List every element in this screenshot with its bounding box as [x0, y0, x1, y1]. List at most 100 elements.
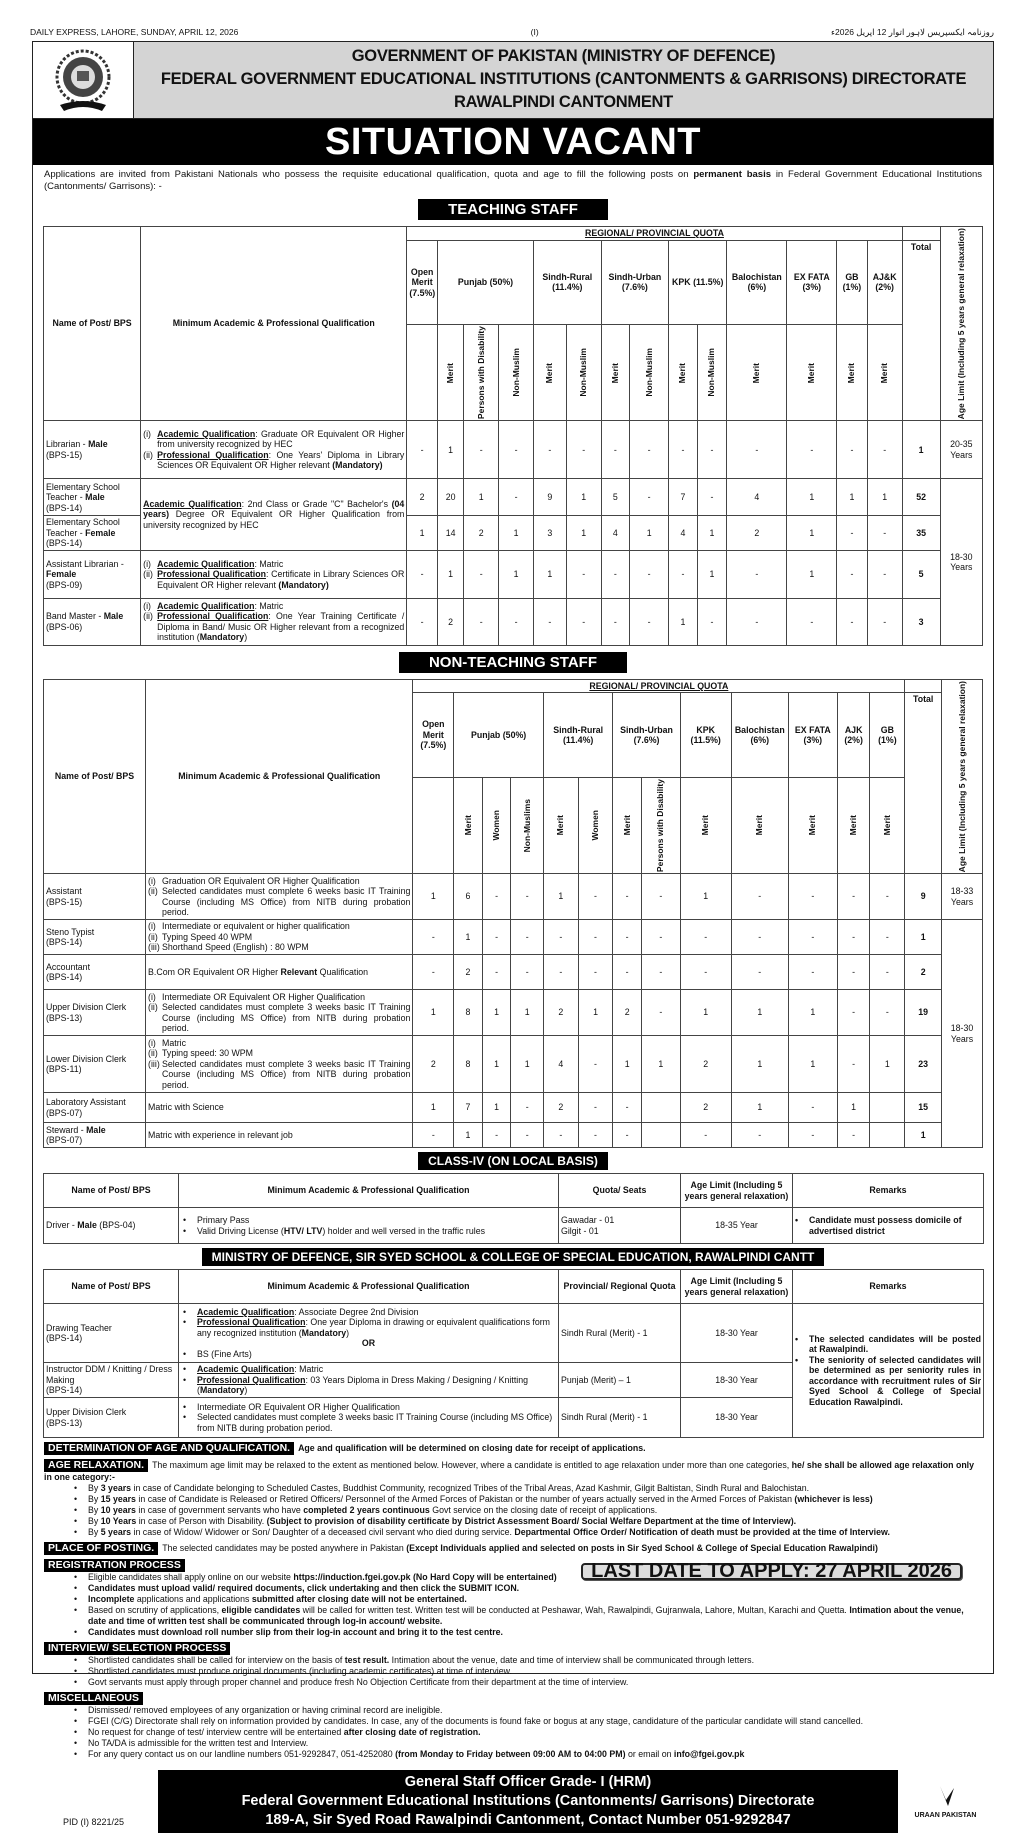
quota-value: -: [412, 1122, 455, 1149]
item-text: Shortlisted candidates must produce orig…: [88, 1666, 982, 1677]
column-header: Age Limit (Including 5 years general rel…: [680, 1173, 793, 1209]
quota-value: -: [577, 919, 614, 956]
bullet-item: • Dismissed/ removed employees of any org…: [44, 1705, 982, 1716]
item-text: Graduation OR Equivalent OR Higher Quali…: [162, 876, 410, 887]
text-segment: Selected candidates must complete 6 week…: [162, 886, 411, 918]
bullet-item: • Selected candidates must complete 3 wee…: [181, 1412, 556, 1433]
post-name: Upper Division Clerk: [46, 1002, 127, 1013]
quota-value: 2: [453, 954, 483, 991]
note-section: MISCELLANEOUS • Dismissed/ removed employe…: [44, 1692, 982, 1760]
remark-text: The selected candidates will be posted a…: [809, 1333, 981, 1355]
bullet-icon: •: [74, 1655, 78, 1666]
text-segment: : Graduate OR Equivalent OR Higher from …: [157, 428, 405, 450]
post-bps: (BPS-14): [46, 1333, 83, 1344]
text-segment: (Mandatory): [278, 579, 329, 590]
post-name-cell: Elementary School Teacher - Female (BPS-1…: [42, 515, 142, 551]
text-segment: submitted after closing date will not be…: [251, 1594, 467, 1605]
table-row: Librarian - Male (BPS-15) (i) Academic Qual…: [42, 420, 984, 480]
item-text: Selected candidates must complete 3 week…: [162, 1002, 410, 1034]
post-gender: Female: [46, 569, 77, 580]
item-number: (ii): [148, 931, 158, 942]
quota-value: -: [612, 1122, 642, 1149]
quota-value: 1: [696, 515, 728, 551]
text-segment: 5 years: [100, 1527, 132, 1538]
post-bps: (BPS-15): [46, 896, 83, 907]
column-header: Provincial/ Regional Quota: [558, 1269, 681, 1305]
quota-value: -: [510, 919, 544, 956]
text-segment: Qualification: [317, 966, 369, 977]
table-row: Lower Division Clerk (BPS-11) (i) Matric (ii…: [42, 1035, 983, 1094]
quota-value: 1: [498, 515, 535, 551]
item-text: Typing Speed 40 WPM: [162, 932, 410, 943]
quota-value: 1: [786, 478, 838, 517]
item-text: Academic Qualification: Matric: [197, 1364, 556, 1375]
quota-value: 1: [612, 1035, 642, 1094]
text-segment: Shortlisted candidates must produce orig…: [88, 1666, 512, 1677]
text-segment: ): [244, 1385, 248, 1396]
quota-value: [640, 1092, 681, 1124]
bullet-icon: •: [183, 1225, 187, 1236]
quota-group-header: Balochistan (6%): [726, 239, 788, 326]
footer: PID (I) 8221/25 General Staff Officer Gr…: [33, 1770, 993, 1833]
text-segment: By: [88, 1483, 101, 1494]
quota-value: -: [866, 515, 903, 551]
text-segment: after closing date of registration.: [343, 1727, 481, 1738]
quota-value: 1: [836, 1092, 871, 1124]
quota-sub-header: Merit: [679, 777, 732, 875]
bullet-icon: •: [74, 1516, 78, 1527]
quota-value: -: [787, 873, 838, 921]
item-text: Academic Qualification: Graduate OR Equi…: [157, 429, 404, 450]
contact-box: General Staff Officer Grade- I (HRM) Fed…: [158, 1770, 898, 1833]
item-number: (ii): [148, 1048, 158, 1059]
text-segment: in case of Candidate belonging to Schedu…: [131, 1483, 810, 1494]
quota-value: 1: [453, 919, 483, 956]
text-segment: Academic Qualification: [143, 498, 242, 509]
bullet-item: • Academic Qualification: Associate Degre…: [181, 1307, 556, 1318]
text-segment: Shortlisted candidates shall be called f…: [88, 1655, 345, 1666]
quota-sub-label: Persons with Disability: [475, 326, 486, 420]
text-segment: Govt service on the closing date of rece…: [429, 1505, 658, 1516]
item-text: By 10 Years in case of Person with Disab…: [88, 1516, 982, 1527]
text-segment: Academic Qualification: [157, 600, 255, 611]
quota-value: -: [869, 954, 906, 991]
quota-value: 4: [726, 478, 788, 517]
text-segment: Candidates must upload valid/ required d…: [88, 1583, 520, 1594]
age-limit: 18-30 Years: [939, 478, 984, 646]
item-text: Valid Driving License (HTV/ LTV) holder …: [197, 1226, 485, 1237]
bullet-item: • Candidate must possess domicile of adve…: [795, 1215, 981, 1236]
item-text: Incomplete applications and applications…: [88, 1594, 982, 1605]
note-heading-line: DETERMINATION OF AGE AND QUALIFICATION. A…: [44, 1442, 982, 1456]
quota-group-header: Punjab (50%): [436, 239, 535, 326]
bullet-item: • By 10 Years in case of Person with Disa…: [44, 1516, 982, 1527]
quota-value: -: [836, 1122, 871, 1149]
quota-value: 4: [600, 515, 631, 551]
qualification-item: (i) Graduation OR Equivalent OR Higher Qu…: [148, 876, 410, 887]
header-post-name: Name of Post/ BPS: [42, 678, 147, 875]
text-segment: eligible candidates: [221, 1605, 301, 1616]
quota-value: -: [640, 919, 681, 956]
post-sep: -: [95, 611, 104, 622]
quota-group-header: Sindh-Rural (11.4%): [542, 692, 614, 779]
text-segment: Professional Qualification: [157, 569, 266, 580]
item-text: Academic Qualification: Matric: [157, 601, 404, 612]
intro-text: Applications are invited from Pakistani …: [33, 165, 993, 193]
quota-value: -: [629, 597, 670, 646]
quota-value: -: [836, 954, 871, 991]
qualification-item: (ii) Professional Qualification: One Year…: [143, 450, 404, 471]
text-segment: : Matric: [294, 1364, 324, 1375]
column-header: Age Limit (Including 5 years general rel…: [680, 1269, 793, 1305]
text-segment: Typing speed: 30 WPM: [162, 1048, 253, 1059]
quota-value: 9: [533, 478, 567, 517]
item-text: Eligible candidates shall apply online o…: [88, 1572, 581, 1583]
teaching-staff-table: Name of Post/ BPS Minimum Academic & Prof…: [42, 225, 984, 646]
text-segment: : Matric: [254, 600, 284, 611]
qualification-item: Academic Qualification: 2nd Class or Gra…: [143, 499, 404, 531]
quota-value: -: [696, 597, 728, 646]
bullet-icon: •: [795, 1354, 799, 1365]
post-name: Accountant: [46, 961, 91, 972]
text-segment: Professional Qualification: [157, 449, 269, 460]
quota-value: 2: [406, 478, 438, 517]
item-text: Intermediate OR Equivalent OR Higher Qua…: [162, 992, 410, 1003]
quota-value: 1: [453, 1122, 483, 1149]
text-segment: Eligible candidates shall apply online o…: [88, 1572, 294, 1583]
